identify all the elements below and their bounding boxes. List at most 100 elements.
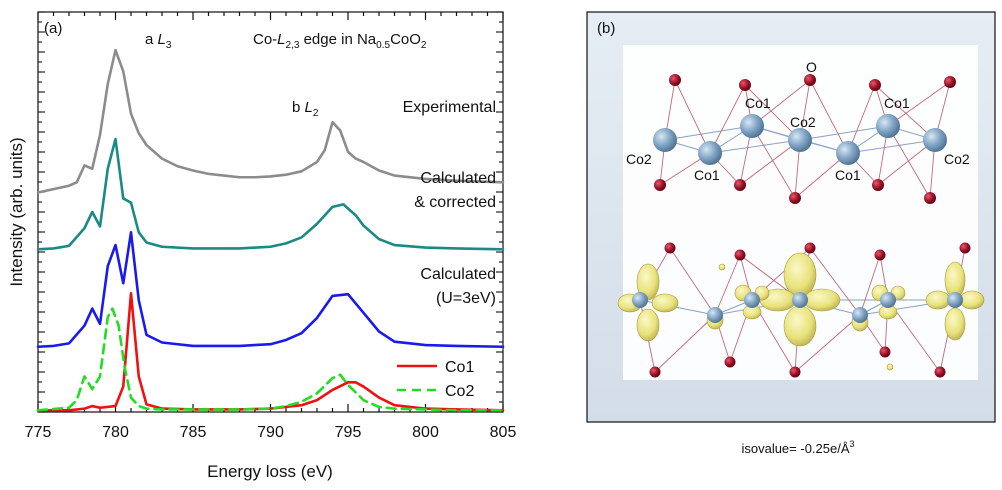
caption-part: 3 (850, 439, 855, 449)
x-tick-label: 805 (490, 424, 517, 441)
oxygen-atom (804, 242, 816, 254)
atom-label-co1: Co1 (694, 167, 720, 183)
co-o-bond (887, 125, 931, 199)
cobalt-atom (698, 141, 722, 165)
co-o-bond (744, 84, 801, 141)
isosurface-lobe (636, 308, 660, 342)
oxygen-atom (789, 192, 801, 204)
oxygen-atom (934, 366, 946, 378)
x-tick-label: 775 (25, 424, 52, 441)
x-tick-label: 795 (335, 424, 362, 441)
cobalt-atom (707, 307, 723, 323)
co-o-bond (874, 84, 936, 141)
peak-part: 2 (313, 108, 319, 119)
x-tick-label: 800 (412, 424, 439, 441)
atom-label-co2: Co2 (944, 151, 970, 167)
isosurface-lobe (803, 288, 841, 312)
oxygen-atom (739, 79, 751, 91)
oxygen-atom (879, 346, 891, 358)
cobalt-atom (744, 292, 760, 308)
co-o-bond (887, 81, 951, 127)
peak-part: b (292, 99, 305, 116)
peak-part: L (158, 31, 166, 48)
legend-label-co2: Co2 (445, 383, 474, 400)
co-o-bond (809, 79, 849, 154)
oxygen-atom (724, 356, 736, 368)
title-part: 0.5 (376, 40, 390, 51)
oxygen-atom (874, 249, 886, 261)
oxygen-atom (649, 366, 661, 378)
isosurface-lobe (925, 290, 951, 310)
isosurface-lobe (783, 305, 817, 347)
cobalt-atom (740, 114, 764, 138)
co-o-bond (669, 247, 716, 316)
peak-a-label: a L3 (145, 31, 172, 51)
panel-b-label: (b) (597, 20, 615, 37)
annotation-calc-u-2: (U=3eV) (436, 290, 496, 307)
cobalt-atom (852, 307, 868, 323)
atom-label-co2: Co2 (790, 114, 816, 130)
x-axis-ticks (37, 12, 504, 412)
oxygen-atom (734, 249, 746, 261)
oxygen-atom (869, 79, 881, 91)
co-o-bond (847, 84, 876, 154)
isosurface-lobe (959, 290, 985, 310)
y-axis-ticks (38, 11, 503, 413)
oxygen-atom (959, 242, 971, 254)
cobalt-atom (792, 292, 808, 308)
title-part: CoO (390, 31, 421, 48)
co-o-bond (739, 139, 801, 186)
annotation-calc-u-1: Calculated (420, 266, 496, 283)
co-o-bond (674, 79, 711, 154)
oxygen-atom (872, 179, 884, 191)
isosurface-lobe (783, 252, 817, 298)
cobalt-atom (653, 128, 677, 152)
atom-label-o: O (806, 59, 817, 75)
peak-b-label: b L2 (292, 99, 319, 119)
oxygen-atom (944, 76, 956, 88)
title-part: Co- (253, 31, 277, 48)
series-line-co2 (36, 307, 505, 412)
series-line-calc_u (36, 231, 505, 349)
cobalt-atom (836, 141, 860, 165)
panel-a-label: (a) (44, 20, 62, 37)
title-part: L (277, 31, 285, 48)
crystal-structure-upper (653, 74, 956, 204)
annotation-calc-corrected-1: Calculated (420, 170, 496, 187)
chart-title: Co-L2,3 edge in Na0.5CoO2 (253, 31, 427, 51)
co-o-bond (809, 247, 861, 316)
co-o-bond (877, 139, 936, 186)
isovalue-caption: isovalue= -0.25e/Å3 (741, 439, 854, 456)
isosurface-lobe (651, 293, 679, 313)
oxygen-atom (789, 366, 801, 378)
oxygen-atom (804, 74, 816, 86)
cobalt-atom (923, 128, 947, 152)
co-co-bond (664, 125, 753, 141)
oxygen-atom (669, 74, 681, 86)
isosurface-lobe (718, 263, 726, 271)
annotation-calc-corrected-2: & corrected (414, 194, 496, 211)
peak-part: L (305, 99, 313, 116)
oxygen-atom (734, 179, 746, 191)
oxygen-atom (924, 192, 936, 204)
title-part: 2 (421, 40, 427, 51)
panel-a-spectra-chart: 775 780 785 790 795 800 805 Energy loss (eV) I… (7, 11, 517, 481)
co-co-bond (709, 139, 801, 154)
oxygen-atom (654, 179, 666, 191)
caption-part: isovalue= -0.25e/Å (741, 441, 849, 456)
peak-part: 3 (166, 40, 172, 51)
atom-label-co1: Co1 (745, 95, 771, 111)
cobalt-atom (880, 292, 896, 308)
panel-b-structure: (b) O Co1 Co1 Co2 Co2 Co2 Co1 Co1 isoval… (586, 11, 996, 456)
y-axis-label: Intensity (arb. units) (7, 137, 26, 286)
x-tick-label: 785 (180, 424, 207, 441)
x-tick-label: 780 (102, 424, 129, 441)
legend-label-co1: Co1 (445, 359, 474, 376)
co-o-bond (751, 125, 796, 199)
co-o-bond (709, 84, 746, 154)
plot-frame (37, 11, 504, 413)
cobalt-atom (947, 292, 963, 308)
title-part: 2,3 (286, 40, 300, 51)
atom-label-co1: Co1 (884, 95, 910, 111)
